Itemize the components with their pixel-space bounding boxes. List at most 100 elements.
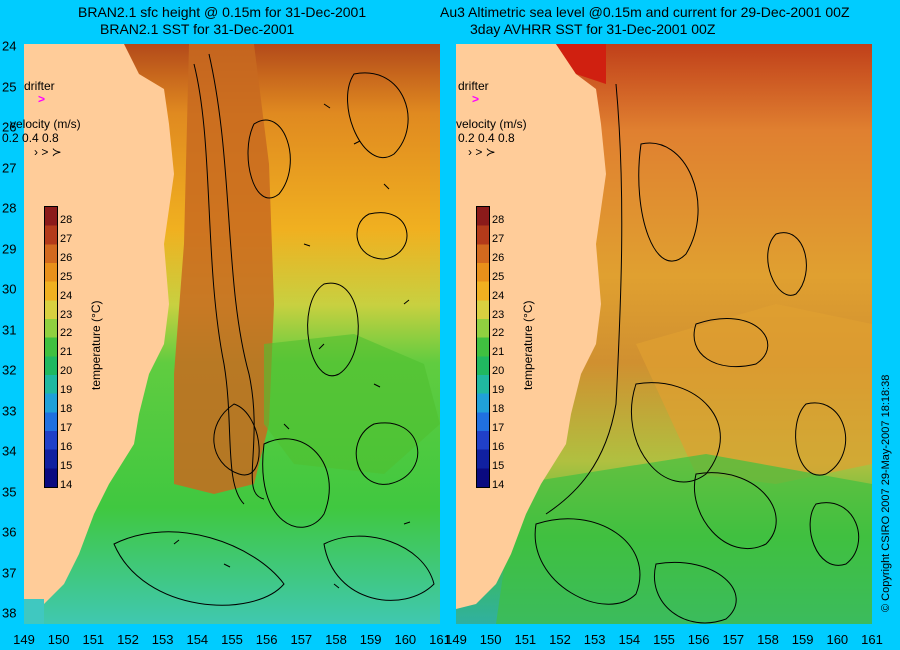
colorbar-tick: 16 (492, 440, 505, 453)
colorbar-title-left: temperature (°C) (89, 300, 103, 391)
colorbar-tick: 17 (492, 421, 505, 434)
colorbar-tick: 23 (60, 308, 73, 321)
sea-level-contours (113, 53, 435, 606)
cool-water-region (496, 454, 872, 624)
colorbar-tick: 19 (492, 384, 505, 397)
drifter-marker-right: > (472, 92, 480, 106)
longitude-label: 160 (826, 632, 849, 647)
latitude-label: 36 (2, 524, 17, 540)
colorbar-tick: 21 (60, 346, 73, 359)
longitude-label: 157 (290, 632, 313, 647)
colorbar-tick: 28 (492, 214, 505, 226)
colorbar-tick: 28 (60, 214, 73, 226)
longitude-label: 154 (618, 632, 641, 647)
latitude-label: 28 (2, 200, 17, 216)
colorbar-title-right: temperature (°C) (521, 300, 535, 391)
colorbar-tick: 16 (60, 440, 73, 453)
copyright-notice: © Copyright CSIRO 2007 29-May-2007 18:18… (880, 374, 892, 612)
left-panel-title: BRAN2.1 sfc height @ 0.15m for 31-Dec-20… (78, 4, 367, 20)
colorbar-tick: 26 (492, 251, 505, 264)
left-panel-subtitle: BRAN2.1 SST for 31-Dec-2001 (100, 21, 295, 37)
latitude-label: 29 (2, 241, 17, 256)
longitude-label: 157 (722, 632, 745, 647)
velocity-arrows (173, 103, 411, 589)
colorbar-tick: 18 (60, 403, 73, 415)
longitude-label: 155 (221, 632, 243, 647)
warm-eddy-region (636, 304, 872, 484)
latitude-label: 25 (2, 79, 17, 94)
colorbar-tick: 18 (492, 403, 505, 415)
longitude-label: 159 (791, 632, 814, 647)
colorbar-tick: 19 (60, 384, 73, 397)
latitude-label: 34 (2, 443, 17, 459)
colorbar-tick: 20 (492, 365, 505, 378)
colorbar-tick: 15 (492, 459, 505, 472)
longitude-label: 150 (479, 632, 502, 647)
latitude-label: 24 (2, 38, 17, 54)
colorbar-tick: 17 (60, 421, 73, 434)
colorbar-tick: 15 (60, 459, 73, 472)
colorbar-tick: 24 (60, 289, 73, 302)
longitude-label: 161 (861, 632, 883, 647)
latitude-label: 35 (2, 484, 17, 499)
colorbar-tick: 14 (492, 478, 505, 491)
longitude-label: 152 (549, 632, 571, 647)
temperature-colorbar-right (476, 206, 490, 488)
right-sst-map (456, 44, 872, 624)
colorbar-tick: 24 (492, 289, 505, 302)
longitude-label: 150 (47, 632, 70, 647)
left-sst-map (24, 44, 440, 624)
longitude-label: 152 (117, 632, 139, 647)
colorbar-tick: 20 (60, 365, 73, 378)
latitude-label: 26 (2, 119, 17, 135)
sea-level-contours (534, 83, 860, 624)
colorbar-tick: 27 (60, 232, 73, 245)
latitude-label: 30 (2, 281, 17, 297)
longitude-label: 161 (429, 632, 451, 647)
colorbar-tick: 25 (60, 270, 73, 283)
latitude-label: 37 (2, 565, 17, 580)
velocity-legend-arrows-left: › > ≻ (34, 145, 62, 159)
longitude-label: 156 (687, 632, 710, 647)
longitude-label: 158 (325, 632, 347, 647)
latitude-label: 33 (2, 403, 17, 418)
velocity-legend-arrows-right: › > ≻ (468, 145, 496, 159)
longitude-label: 154 (186, 632, 209, 647)
colorbar-tick: 26 (60, 251, 73, 264)
drifter-marker-left: > (38, 92, 46, 106)
latitude-label: 38 (2, 605, 17, 621)
warm-current-core (174, 44, 274, 494)
latitude-label: 31 (2, 322, 17, 337)
drifter-label-right: drifter (458, 79, 489, 93)
longitude-label: 149 (445, 632, 467, 647)
longitude-label: 151 (514, 632, 537, 647)
latitude-axis: 24 25 26 27 28 29 30 31 32 33 34 35 36 37 38 (0, 39, 24, 624)
colorbar-tick: 22 (60, 327, 73, 340)
left-map-panel (24, 44, 440, 624)
longitude-label: 159 (359, 632, 382, 647)
colorbar-tick: 14 (60, 478, 73, 491)
temperature-colorbar-left (44, 206, 58, 488)
colorbar-tick: 27 (492, 232, 505, 245)
land-australia (456, 44, 606, 609)
longitude-label: 160 (394, 632, 417, 647)
velocity-legend-title-left: velocity (m/s) (10, 117, 81, 131)
coastal-water (24, 599, 44, 624)
velocity-legend-values-left: 0.2 0.4 0.8 (2, 131, 59, 145)
land-australia (24, 44, 174, 609)
right-panel-subtitle: 3day AVHRR SST for 31-Dec-2001 00Z (470, 21, 716, 37)
colorbar-tick: 23 (492, 308, 505, 321)
colorbar-tick: 25 (492, 270, 505, 283)
velocity-legend-values-right: 0.2 0.4 0.8 (458, 131, 515, 145)
longitude-label: 153 (151, 632, 174, 647)
longitude-label: 156 (255, 632, 278, 647)
longitude-label: 151 (82, 632, 105, 647)
cool-eddy-region (264, 334, 440, 474)
drifter-label-left: drifter (24, 79, 55, 93)
right-map-panel (456, 44, 872, 624)
colorbar-tick: 21 (492, 346, 505, 359)
latitude-label: 32 (2, 362, 17, 378)
velocity-legend-title-right: velocity (m/s) (456, 117, 527, 131)
longitude-label: 153 (583, 632, 606, 647)
longitude-label: 155 (653, 632, 675, 647)
